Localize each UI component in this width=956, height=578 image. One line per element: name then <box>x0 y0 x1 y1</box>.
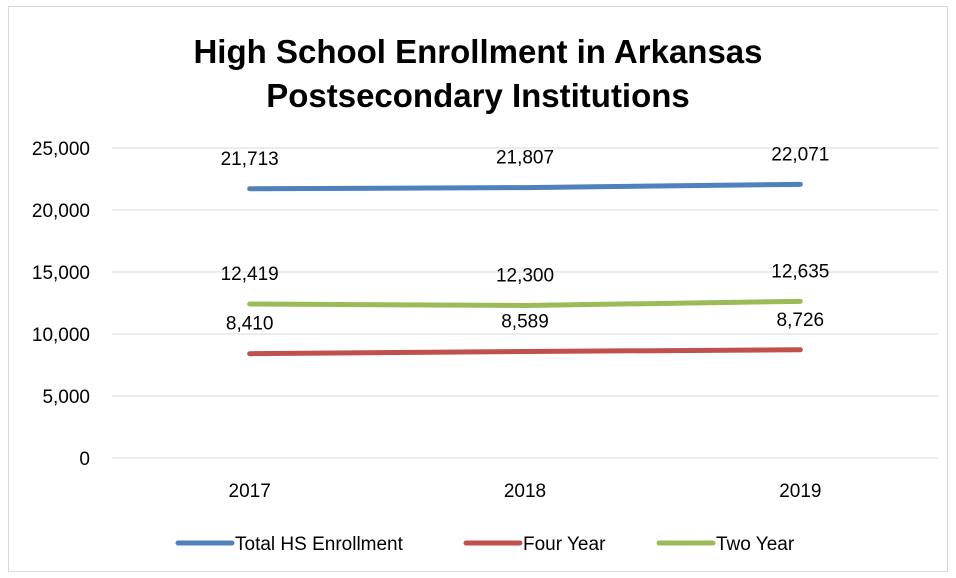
y-tick-label: 20,000 <box>32 201 90 222</box>
chart-title-line1: High School Enrollment in Arkansas <box>193 33 763 70</box>
y-tick-label: 5,000 <box>42 387 90 408</box>
y-tick-label: 0 <box>79 449 90 470</box>
x-tick-label: 2017 <box>229 481 271 502</box>
legend-label: Two Year <box>716 534 795 555</box>
data-label: 8,410 <box>226 314 274 335</box>
data-label: 21,807 <box>496 148 554 169</box>
data-label: 21,713 <box>221 149 279 170</box>
series-line <box>247 347 803 357</box>
y-tick-label: 10,000 <box>32 325 90 346</box>
chart-frame <box>8 6 948 572</box>
data-label: 12,419 <box>221 264 279 285</box>
chart-title-line2: Postsecondary Institutions <box>266 77 690 114</box>
y-tick-label: 15,000 <box>32 263 90 284</box>
y-tick-label: 25,000 <box>32 139 90 160</box>
x-tick-label: 2018 <box>504 481 546 502</box>
legend-label: Total HS Enrollment <box>235 534 404 555</box>
series-line <box>247 181 803 192</box>
data-label: 8,726 <box>777 310 825 331</box>
data-label: 12,635 <box>771 261 829 282</box>
legend-label: Four Year <box>523 534 606 555</box>
data-label: 8,589 <box>501 311 549 332</box>
chart-title: High School Enrollment in Arkansas Posts… <box>0 30 956 118</box>
data-label: 12,300 <box>496 265 554 286</box>
series-line <box>247 298 803 308</box>
data-label: 22,071 <box>771 144 829 165</box>
x-tick-label: 2019 <box>779 481 821 502</box>
